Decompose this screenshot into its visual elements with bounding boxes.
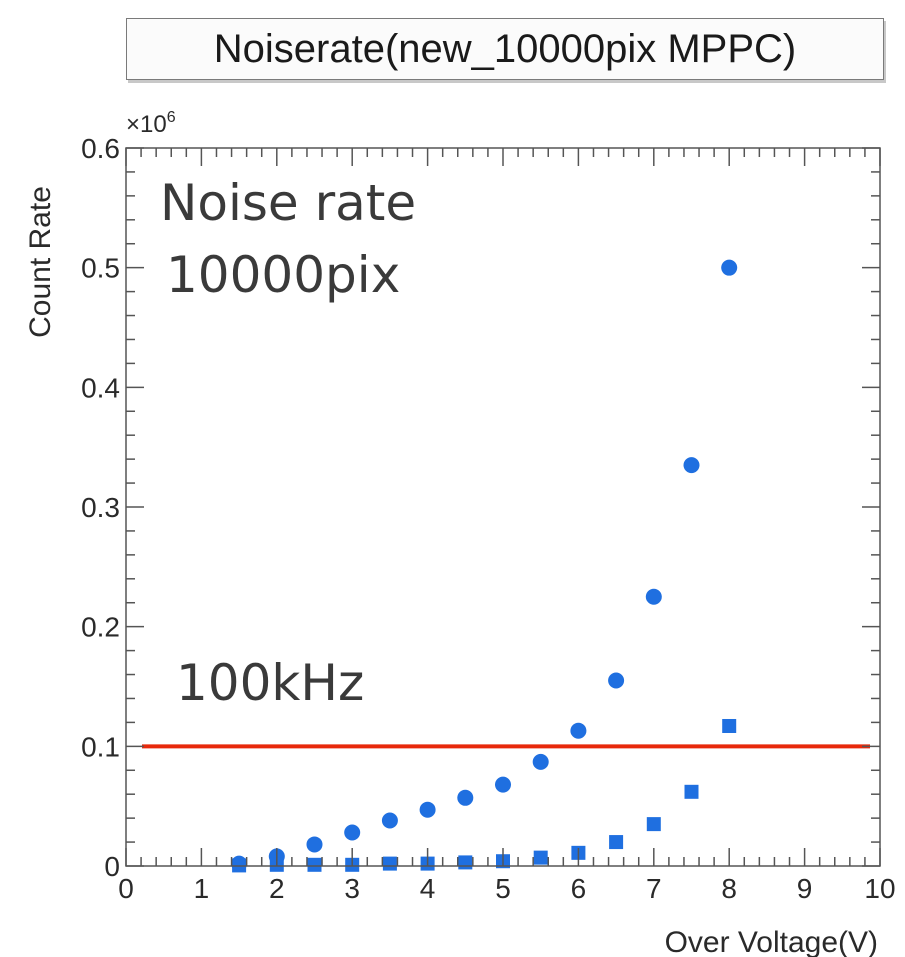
x-tick-label: 7 <box>646 873 662 904</box>
data-point-circle <box>382 813 398 829</box>
y-tick-labels: 0 0.1 0.2 0.3 0.4 0.5 0.6 <box>81 133 120 882</box>
data-point-square <box>534 851 548 865</box>
data-point-square <box>722 719 736 733</box>
x-tick-label: 10 <box>864 873 895 904</box>
data-point-circle <box>420 802 436 818</box>
data-point-square <box>383 857 397 871</box>
y-axis-title: Count Rate <box>24 186 57 338</box>
data-point-circle <box>533 754 549 770</box>
data-point-circle <box>608 673 624 689</box>
data-point-square <box>685 785 699 799</box>
x-tick-label: 0 <box>118 873 134 904</box>
y-tick-label: 0 <box>104 851 120 882</box>
reference-line-label: 100kHz <box>176 654 364 712</box>
data-point-square <box>647 817 661 831</box>
y-tick-label: 0.3 <box>81 492 120 523</box>
y-tick-label: 0.6 <box>81 133 120 164</box>
data-point-circle <box>684 457 700 473</box>
data-point-circle <box>646 589 662 605</box>
annotation-noise-rate: Noise rate <box>160 174 416 232</box>
y-tick-label: 0.5 <box>81 253 120 284</box>
x-tick-labels: 0 1 2 3 4 5 6 7 8 9 10 <box>118 873 895 904</box>
x-tick-label: 8 <box>721 873 737 904</box>
x-tick-label: 2 <box>269 873 285 904</box>
annotation-pixel-count: 10000pix <box>166 246 400 304</box>
y-exponent-label: ×106 <box>126 109 176 138</box>
data-point-square <box>458 855 472 869</box>
data-markers <box>231 260 737 873</box>
x-axis-title: Over Voltage(V) <box>665 926 878 957</box>
y-tick-label: 0.2 <box>81 612 120 643</box>
data-point-circle <box>344 824 360 840</box>
data-point-circle <box>307 836 323 852</box>
data-point-square <box>609 835 623 849</box>
y-tick-label: 0.1 <box>81 731 120 762</box>
data-point-square <box>308 858 322 872</box>
y-tick-label: 0.4 <box>81 372 120 403</box>
x-tick-label: 6 <box>571 873 587 904</box>
x-tick-label: 4 <box>420 873 436 904</box>
data-point-circle <box>570 723 586 739</box>
x-tick-label: 1 <box>194 873 210 904</box>
data-point-circle <box>495 777 511 793</box>
x-tick-label: 3 <box>344 873 360 904</box>
x-tick-label: 5 <box>495 873 511 904</box>
data-point-circle <box>721 260 737 276</box>
data-point-circle <box>457 790 473 806</box>
x-tick-label: 9 <box>797 873 813 904</box>
